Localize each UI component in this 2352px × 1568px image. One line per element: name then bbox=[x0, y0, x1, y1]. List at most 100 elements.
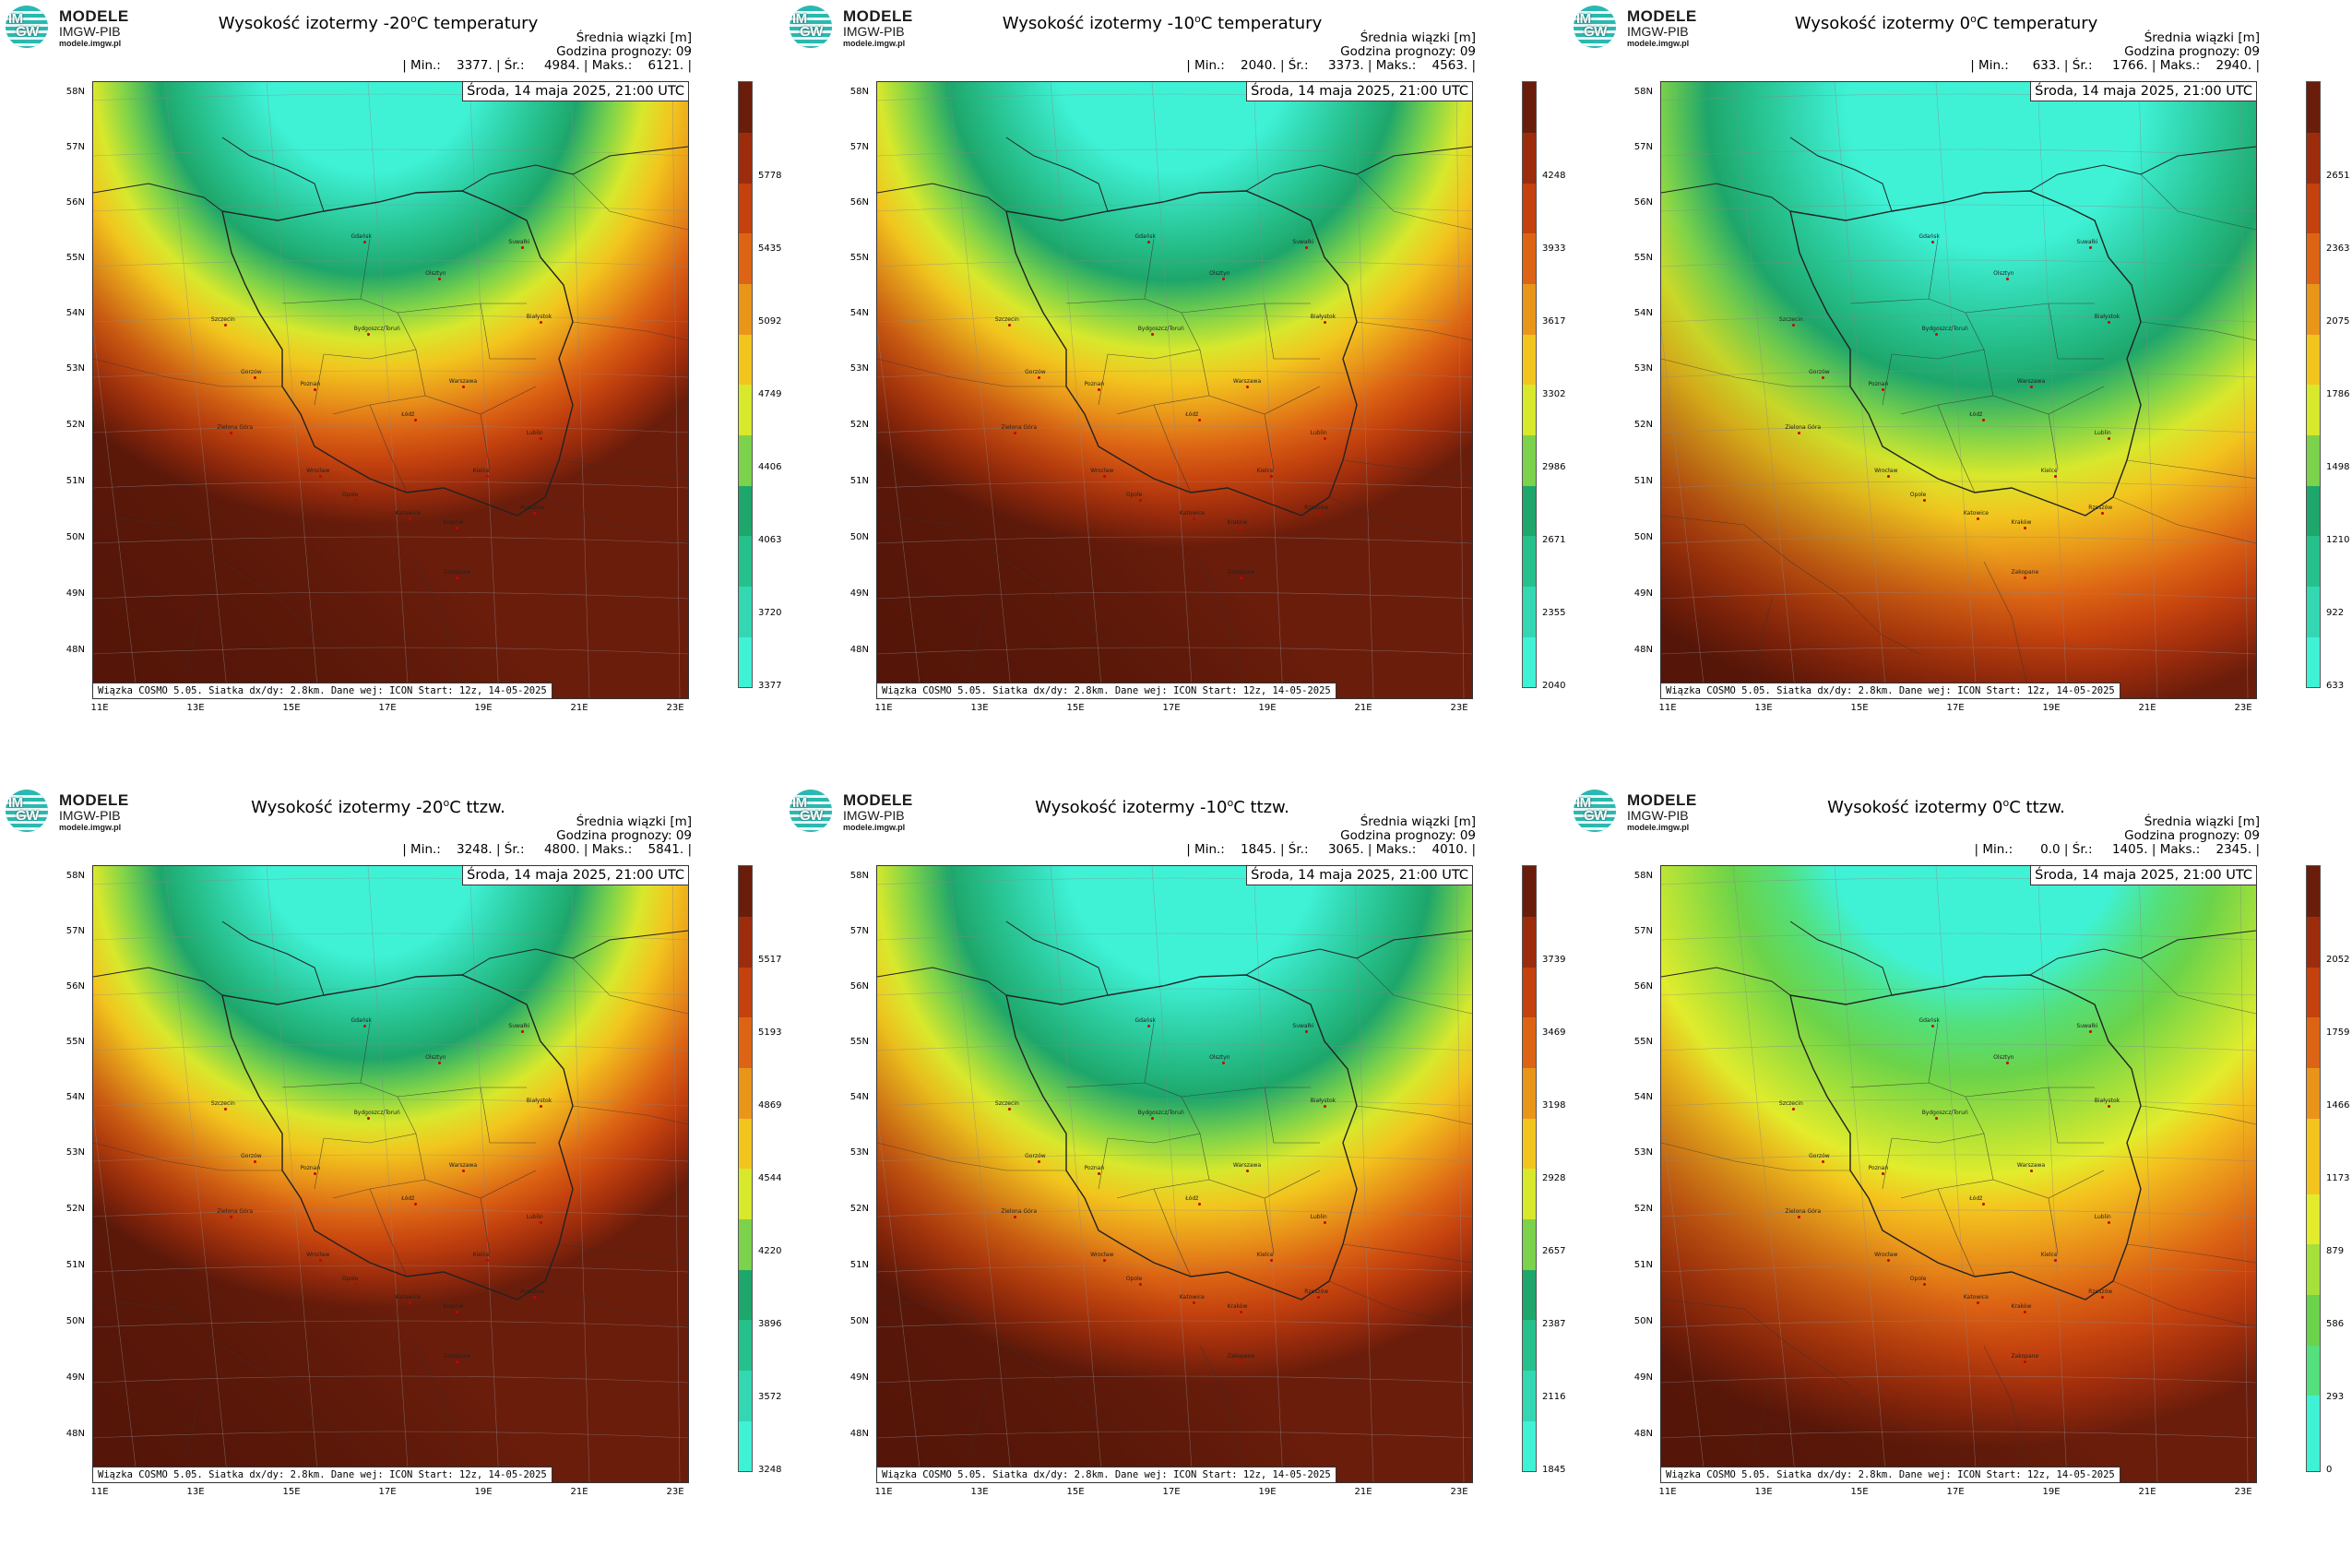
city-marker bbox=[1323, 1221, 1326, 1225]
city-marker bbox=[456, 1311, 459, 1314]
colorbar-segment bbox=[1523, 1017, 1536, 1043]
latitude-tick-label: 49N bbox=[1633, 588, 1653, 599]
colorbar-tick-label: 2363 bbox=[2326, 243, 2350, 254]
city-marker bbox=[521, 246, 525, 250]
colorbar-tick-label: 4406 bbox=[758, 461, 782, 472]
colorbar-tick-label: 2671 bbox=[1542, 534, 1566, 545]
logo-url: modele.imgw.pl bbox=[1627, 823, 1690, 832]
city-marker bbox=[2053, 1258, 2057, 1262]
forecast-hour: Godzina prognozy: 09 bbox=[556, 828, 692, 843]
colorbar-tick-label: 5517 bbox=[758, 954, 782, 965]
city-label: Olsztyn bbox=[1993, 269, 2014, 277]
city-marker bbox=[414, 1203, 418, 1206]
colorbar-segment bbox=[2307, 208, 2320, 234]
colorbar-segment bbox=[739, 967, 752, 993]
longitude-tick-label: 21E bbox=[1354, 703, 1372, 713]
city-label: Wrocław bbox=[306, 467, 330, 474]
logo-title: MODELE bbox=[843, 791, 913, 809]
latitude-gridline bbox=[93, 932, 688, 941]
model-footer: Wiązka COSMO 5.05. Siatka dx/dy: 2.8km. … bbox=[93, 1467, 552, 1482]
latitude-tick-label: 50N bbox=[1633, 532, 1653, 542]
forecast-panel: IM GW MODELE IMGW-PIB modele.imgw.pl Wysokość… bbox=[1568, 784, 2352, 1568]
colorbar-tick-label: 3896 bbox=[758, 1318, 782, 1329]
city-label: Lublin bbox=[1310, 1214, 1327, 1221]
city-marker bbox=[2107, 320, 2110, 324]
city-label: Gdańsk bbox=[350, 1016, 373, 1024]
latitude-gridline bbox=[1661, 370, 2256, 378]
colorbar-segment bbox=[1523, 1218, 1536, 1245]
colorbar-segment bbox=[739, 536, 752, 562]
panel-title: Wysokość izotermy -10oC ttzw. bbox=[1035, 797, 1289, 817]
colorbar-segment bbox=[1523, 891, 1536, 918]
city-label: Kielce bbox=[2040, 467, 2058, 474]
colorbar-segment bbox=[2307, 309, 2320, 335]
city-label: Olsztyn bbox=[1993, 1053, 2014, 1061]
longitude-gridline bbox=[266, 866, 319, 1482]
city-marker bbox=[539, 437, 542, 441]
city-marker bbox=[1317, 1295, 1321, 1299]
city-marker bbox=[1922, 1283, 1926, 1287]
city-marker bbox=[2107, 1221, 2110, 1225]
panel-title: Wysokość izotermy -10oC temperatury bbox=[1002, 13, 1323, 33]
colorbar-segment bbox=[739, 1396, 752, 1421]
colorbar-tick-label: 2651 bbox=[2326, 170, 2350, 181]
forecast-date: Środa, 14 maja 2025, 21:00 UTC bbox=[1246, 866, 1472, 885]
colorbar-segment bbox=[1523, 916, 1536, 943]
map-canvas bbox=[877, 866, 1472, 1482]
colorbar-tick-label: 4749 bbox=[758, 388, 782, 399]
city-label: Zakopane bbox=[1227, 1352, 1255, 1360]
colorbar-segment bbox=[1523, 1067, 1536, 1094]
city-label: Opole bbox=[341, 492, 359, 499]
colorbar-segment bbox=[1523, 1244, 1536, 1270]
city-label: Warszawa bbox=[1232, 1161, 1262, 1169]
longitude-gridline bbox=[877, 326, 922, 698]
city-marker bbox=[1317, 511, 1321, 515]
longitude-gridline bbox=[469, 82, 500, 698]
city-marker bbox=[1931, 240, 1935, 244]
model-footer: Wiązka COSMO 5.05. Siatka dx/dy: 2.8km. … bbox=[877, 683, 1336, 698]
colorbar-tick-label: 586 bbox=[2326, 1318, 2345, 1329]
colorbar-segment bbox=[739, 183, 752, 209]
colorbar-tick-label: 3933 bbox=[1542, 243, 1566, 254]
city-label: Białystok bbox=[1310, 313, 1336, 320]
logo-url: modele.imgw.pl bbox=[843, 39, 906, 48]
colorbar-segment bbox=[2307, 661, 2320, 688]
city-marker bbox=[1147, 1024, 1151, 1028]
city-label: Rzeszów bbox=[2088, 504, 2113, 511]
forecast-map: Gdańsk Olsztyn Suwałki Szczecin Bydgoszcz/To… bbox=[876, 81, 1473, 699]
city-marker bbox=[1138, 499, 1142, 503]
city-marker bbox=[539, 1104, 542, 1108]
city-label: Gorzów bbox=[1025, 1152, 1046, 1159]
city-marker bbox=[1269, 1258, 1273, 1262]
colorbar-segment bbox=[739, 1345, 752, 1372]
city-marker bbox=[2089, 1030, 2093, 1034]
city-label: Gdańsk bbox=[350, 232, 373, 240]
longitude-tick-label: 21E bbox=[1354, 1487, 1372, 1497]
city-label: Rzeszów bbox=[1304, 1288, 1329, 1295]
colorbar-segment bbox=[2307, 460, 2320, 486]
latitude-tick-label: 57N bbox=[849, 926, 869, 936]
longitude-tick-label: 19E bbox=[1258, 1487, 1277, 1497]
city-marker bbox=[1791, 323, 1795, 327]
latitude-tick-label: 58N bbox=[65, 871, 85, 881]
forecast-map: Gdańsk Olsztyn Suwałki Szczecin Bydgoszcz/To… bbox=[92, 865, 689, 1483]
city-label: Zakopane bbox=[443, 1352, 471, 1360]
city-label: Olsztyn bbox=[1209, 269, 1230, 277]
colorbar-segment bbox=[1523, 132, 1536, 159]
city-marker bbox=[1147, 240, 1151, 244]
latitude-gridline bbox=[877, 481, 1472, 489]
city-marker bbox=[438, 1061, 442, 1064]
latitude-gridline bbox=[1661, 988, 2256, 996]
logo-url: modele.imgw.pl bbox=[843, 823, 906, 832]
colorbar-segment bbox=[739, 1093, 752, 1119]
colorbar-segment bbox=[1523, 208, 1536, 234]
colorbar-segment bbox=[739, 1067, 752, 1094]
city-marker bbox=[1038, 375, 1041, 379]
city-label: Gdańsk bbox=[1918, 1016, 1941, 1024]
city-label: Białystok bbox=[526, 1097, 552, 1104]
latitude-gridline bbox=[1661, 1431, 2256, 1439]
longitude-tick-label: 17E bbox=[1946, 1487, 1965, 1497]
colorbar-tick-label: 3377 bbox=[758, 681, 782, 691]
forecast-panel: IM GW MODELE IMGW-PIB modele.imgw.pl Wysokość… bbox=[784, 784, 1568, 1568]
coastline bbox=[877, 921, 1472, 996]
